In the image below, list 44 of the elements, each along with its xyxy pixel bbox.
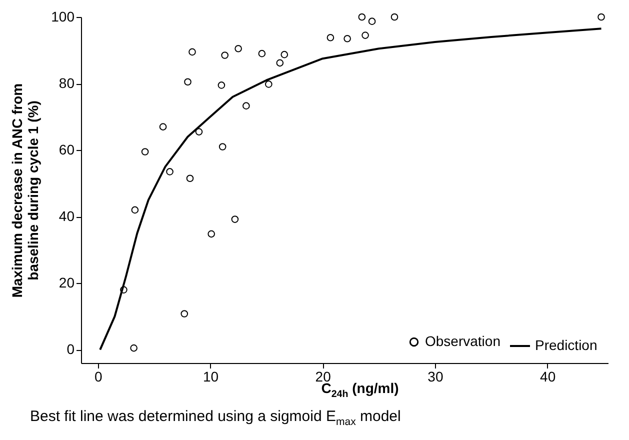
point — [131, 206, 139, 214]
y-tick-label: 60 — [58, 142, 75, 158]
x-tick-label: 30 — [428, 368, 444, 384]
point — [598, 13, 605, 21]
point — [242, 102, 250, 110]
y-tick-label: 20 — [58, 274, 75, 291]
point — [276, 59, 284, 67]
point — [280, 50, 288, 58]
point — [362, 32, 369, 39]
point — [208, 230, 216, 238]
y-tick-label: 80 — [58, 75, 75, 92]
point — [130, 344, 138, 352]
y-tick-label: 100 — [51, 8, 75, 24]
point — [390, 13, 398, 21]
y-axis-title: Maximum decrease in ANC from baseline during cycle 1 (%) — [9, 83, 42, 298]
point — [231, 216, 239, 223]
point — [368, 18, 376, 25]
point — [141, 148, 149, 156]
point — [218, 82, 226, 89]
point — [326, 34, 334, 42]
point — [186, 174, 194, 182]
point — [184, 78, 192, 86]
point — [264, 80, 272, 88]
point — [195, 128, 203, 136]
point — [258, 50, 266, 58]
point — [234, 44, 242, 52]
legend-label: Observation — [425, 333, 500, 349]
point — [344, 34, 351, 42]
legend-label: Prediction — [535, 337, 598, 353]
point — [180, 310, 188, 318]
point — [166, 168, 174, 176]
x-tick-label: 10 — [202, 368, 219, 384]
line-series — [99, 28, 602, 351]
x-tick-label: 40 — [540, 368, 556, 384]
point — [218, 143, 226, 150]
point — [221, 52, 228, 59]
text: Best fit line was determined using a sigmoid E$_{max}$ model — [30, 408, 401, 428]
x-tick-label: 0 — [94, 368, 102, 384]
point — [358, 13, 366, 21]
point — [120, 286, 128, 294]
y-tick-label: 40 — [58, 208, 75, 224]
point — [188, 48, 196, 56]
y-tick-label: 0 — [66, 341, 75, 358]
point — [159, 123, 167, 130]
